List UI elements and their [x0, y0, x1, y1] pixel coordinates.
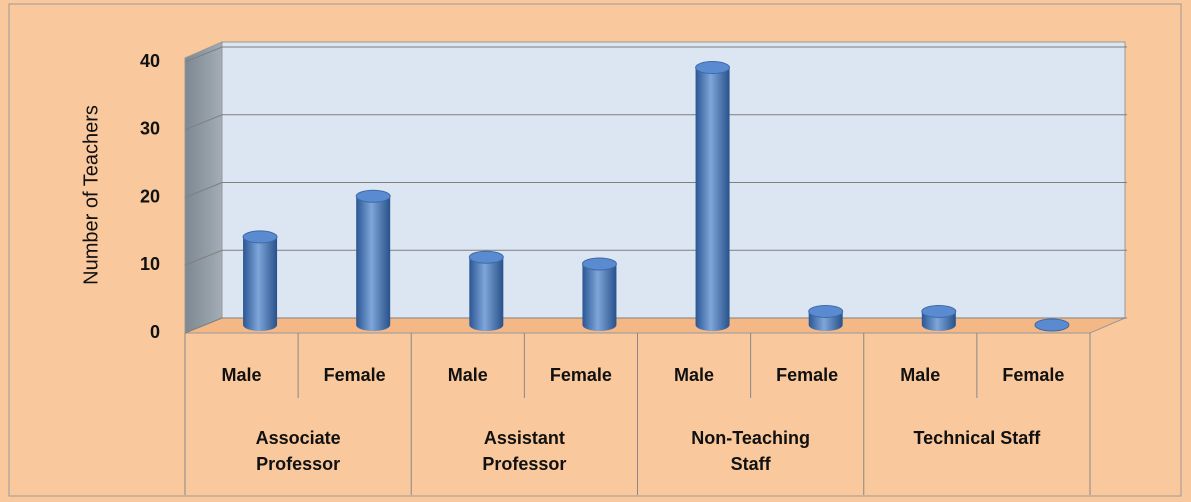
frame [8, 3, 1182, 497]
bar [695, 67, 730, 332]
grid-line [184, 182, 1127, 198]
bar-top [808, 304, 844, 318]
y-tick-label: 0 [150, 322, 160, 342]
side-wall [184, 41, 223, 334]
grid-line [184, 46, 1127, 63]
x-tick-label: Male [900, 365, 940, 385]
x-tick-label: Male [448, 365, 488, 385]
x-tick-label: Male [222, 365, 262, 385]
floor [184, 317, 1126, 334]
y-tick-label: 10 [140, 254, 160, 274]
bar-top [581, 257, 617, 271]
y-tick-label: 30 [140, 119, 160, 139]
x-tick-label: Male [674, 365, 714, 385]
y-tick-label: 40 [140, 51, 160, 71]
bar-top [355, 189, 391, 203]
bar-top [242, 230, 278, 244]
bar [469, 257, 504, 331]
x-tick-label: Female [1002, 365, 1064, 385]
bar [243, 236, 278, 331]
y-axis-label: Number of Teachers [80, 105, 102, 285]
x-tick-label: Female [324, 365, 386, 385]
grid-line [184, 114, 1127, 131]
bar-top [921, 304, 957, 318]
group-label: Non-Teaching Staff [691, 428, 810, 474]
group-label: Associate Professor [255, 428, 341, 474]
bar-top [1034, 318, 1070, 332]
bar [582, 264, 617, 331]
bar-top [695, 61, 731, 75]
group-label: Technical Staff [913, 428, 1041, 448]
grid-line [184, 249, 1127, 266]
bar-top [468, 250, 504, 264]
x-tick-label: Female [776, 365, 838, 385]
bar [356, 196, 391, 331]
x-tick-label: Female [550, 365, 612, 385]
group-label: Assistant Professor [482, 428, 567, 474]
y-tick-label: 20 [140, 186, 160, 206]
